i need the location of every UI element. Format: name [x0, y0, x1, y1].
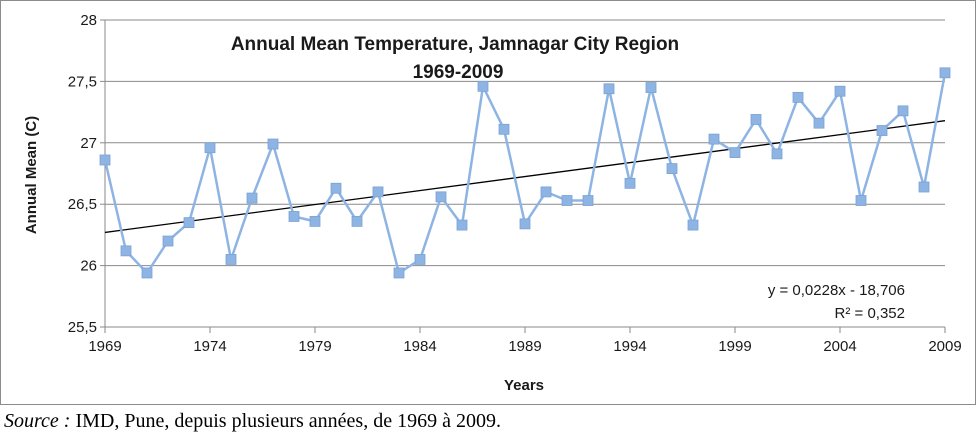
- data-point-marker: [603, 83, 615, 95]
- axes: [100, 19, 946, 333]
- data-point-marker: [519, 218, 531, 230]
- y-tick-label: 26,5: [68, 196, 97, 213]
- data-point-marker: [267, 138, 279, 150]
- data-point-marker: [120, 245, 132, 257]
- source-label: Source :: [4, 410, 71, 432]
- x-tick-label: 1984: [403, 338, 436, 355]
- y-tick-label: 27: [80, 135, 97, 152]
- y-axis-title: Annual Mean (C): [23, 116, 40, 234]
- data-point-marker: [225, 254, 237, 265]
- source-note: Source : IMD, Pune, depuis plusieurs ann…: [4, 410, 501, 433]
- data-point-marker: [813, 117, 825, 129]
- tick-labels: 25,5 26 26,5 27 27,5 28 1969 1974 1979 1984 1989 19…: [68, 12, 962, 355]
- linear-trendline: [104, 120, 946, 234]
- x-tick-label: 1979: [298, 338, 331, 355]
- data-point-marker: [582, 195, 594, 206]
- data-point-marker: [393, 267, 405, 279]
- x-axis-title: Years: [504, 377, 544, 394]
- x-tick-label: 1989: [508, 338, 541, 355]
- data-point-marker: [204, 142, 216, 154]
- x-tick-label: 1994: [613, 338, 646, 355]
- data-point-marker: [939, 67, 951, 79]
- data-point-marker: [498, 123, 510, 135]
- data-point-marker: [687, 219, 699, 231]
- y-tick-label: 28: [80, 12, 97, 29]
- trendline-equation: y = 0,0228x - 18,706: [768, 282, 905, 299]
- data-point-marker: [834, 85, 846, 97]
- data-point-marker: [456, 219, 468, 231]
- data-point-marker: [477, 80, 489, 92]
- data-point-marker: [708, 133, 720, 145]
- data-point-marker: [771, 148, 783, 160]
- data-series: [99, 67, 951, 279]
- x-tick-label: 1969: [88, 338, 121, 355]
- x-tick-label: 1999: [718, 338, 751, 355]
- y-tick-label: 27,5: [68, 73, 97, 90]
- data-point-marker: [288, 211, 300, 222]
- data-point-marker: [141, 267, 153, 279]
- data-point-marker: [918, 181, 930, 193]
- data-point-marker: [876, 125, 888, 136]
- chart-border: [0, 0, 976, 405]
- data-point-marker: [183, 217, 195, 229]
- x-tick-label: 2004: [823, 338, 856, 355]
- trendline-layer: [104, 120, 946, 234]
- y-tick-label: 26: [80, 258, 97, 275]
- data-point-marker: [435, 191, 447, 203]
- chart-subtitle: 1969-2009: [413, 62, 504, 83]
- source-text: IMD, Pune, depuis plusieurs années, de 1…: [70, 410, 501, 432]
- data-point-marker: [372, 186, 384, 198]
- data-point-marker: [351, 215, 363, 227]
- data-point-marker: [540, 186, 552, 198]
- data-point-marker: [750, 114, 762, 125]
- data-point-marker: [246, 192, 258, 204]
- data-point-marker: [897, 105, 909, 117]
- x-tick-label: 1974: [193, 338, 226, 355]
- trendline-r-squared: R² = 0,352: [835, 305, 905, 322]
- data-point-marker: [792, 91, 804, 103]
- data-point-marker: [99, 154, 111, 166]
- chart-title: Annual Mean Temperature, Jamnagar City R…: [231, 34, 679, 55]
- data-point-marker: [855, 195, 867, 206]
- data-point-marker: [729, 147, 741, 159]
- data-point-marker: [414, 254, 426, 265]
- y-tick-label: 25,5: [68, 319, 97, 336]
- data-point-marker: [162, 235, 174, 247]
- data-point-marker: [330, 182, 342, 194]
- data-point-marker: [624, 177, 636, 189]
- data-point-marker: [561, 195, 573, 206]
- x-tick-label: 2009: [928, 338, 961, 355]
- data-point-marker: [309, 215, 321, 227]
- data-point-marker: [666, 163, 678, 174]
- temperature-line-chart: 25,5 26 26,5 27 27,5 28 1969 1974 1979 1984 1989 19…: [0, 0, 976, 405]
- data-point-marker: [645, 82, 657, 93]
